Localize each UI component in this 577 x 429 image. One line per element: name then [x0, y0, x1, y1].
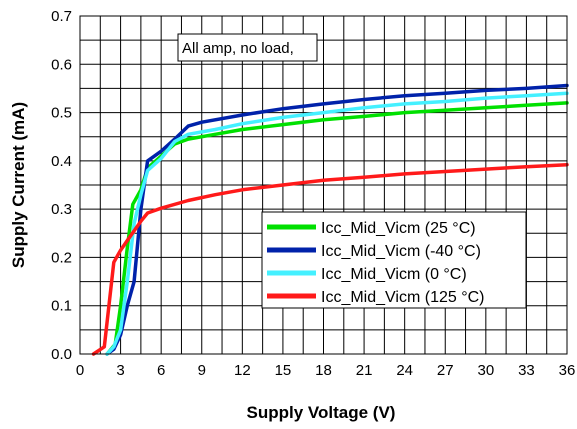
y-tick-label: 0.0: [51, 346, 72, 363]
x-tick-label: 27: [437, 362, 454, 379]
annotation-text: All amp, no load,: [182, 40, 294, 57]
y-tick-labels: 0.0 0.1 0.2 0.3 0.4 0.5 0.6 0.7: [51, 8, 72, 363]
x-tick-label: 21: [356, 362, 373, 379]
x-axis-title: Supply Voltage (V): [247, 403, 396, 422]
x-tick-label: 15: [275, 362, 292, 379]
x-tick-label: 12: [234, 362, 251, 379]
x-tick-label: 3: [116, 362, 124, 379]
y-tick-label: 0.7: [51, 8, 72, 25]
legend-items: Icc_Mid_Vicm (25 °C) Icc_Mid_Vicm (-40 °C…: [267, 220, 484, 306]
x-tick-label: 33: [518, 362, 535, 379]
y-tick-label: 0.5: [51, 105, 72, 122]
x-tick-label: 6: [157, 362, 165, 379]
series-line: [105, 83, 569, 356]
x-tick-labels: 0 3 6 9 12 15 18 21 24 27 30 33 36: [76, 362, 576, 379]
x-tick-label: 18: [315, 362, 332, 379]
annotation-box: All amp, no load,: [177, 33, 318, 62]
legend-label: Icc_Mid_Vicm (-40 °C): [321, 243, 481, 260]
x-tick-label: 24: [396, 362, 413, 379]
series-line: [91, 162, 569, 356]
y-tick-label: 0.1: [51, 298, 72, 315]
legend-label: Icc_Mid_Vicm (125 °C): [321, 289, 484, 306]
plot-frame: [79, 15, 568, 355]
legend-label: Icc_Mid_Vicm (25 °C): [321, 220, 476, 237]
y-axis-title: Supply Current (mA): [9, 102, 28, 268]
x-tick-label: 9: [198, 362, 206, 379]
series-layer: [91, 83, 569, 356]
y-tick-label: 0.6: [51, 56, 72, 73]
annotation-box-frame: [177, 33, 318, 62]
x-tick-label: 30: [477, 362, 494, 379]
legend: Icc_Mid_Vicm (25 °C) Icc_Mid_Vicm (-40 °C…: [261, 211, 527, 309]
y-tick-label: 0.2: [51, 249, 72, 266]
x-tick-label: 0: [76, 362, 84, 379]
y-tick-label: 0.3: [51, 201, 72, 218]
legend-label: Icc_Mid_Vicm (0 °C): [321, 266, 467, 283]
series-line: [105, 91, 569, 356]
y-tick-label: 0.4: [51, 153, 72, 170]
x-tick-label: 36: [559, 362, 576, 379]
